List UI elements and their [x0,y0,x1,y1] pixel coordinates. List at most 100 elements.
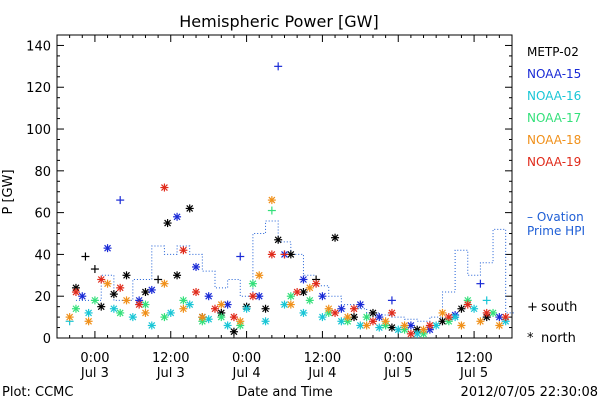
data-point-noaa-16-d2 [300,309,307,317]
y-tick-label: 40 [34,248,51,263]
data-point-noaa-19-d2 [483,309,491,317]
data-point-metp-02-d2 [262,305,269,313]
data-point-noaa-17 [90,296,99,305]
data-point-noaa-19 [444,313,453,322]
data-point-noaa-16 [337,317,346,326]
data-point-noaa-16-d2 [85,309,93,317]
data-point-noaa-16-d2 [470,305,478,313]
data-point-noaa-18-d2 [142,309,149,317]
data-point-noaa-17 [286,292,295,301]
data-point-noaa-19 [350,304,359,313]
data-point-metp-02 [122,271,131,280]
data-point-noaa-18 [400,321,409,330]
data-point-noaa-18-d2 [255,271,263,279]
data-point-noaa-18 [160,279,169,288]
y-axis-label: P [GW] [1,169,16,214]
data-point-noaa-16 [299,308,308,317]
data-point-noaa-16-d2 [394,326,402,334]
data-point-metp-02 [154,275,163,284]
data-point-noaa-15 [204,292,213,301]
data-point-noaa-18-d2 [217,301,225,308]
data-point-noaa-19-d2 [179,246,187,254]
data-point-metp-02 [331,233,340,242]
data-point-noaa-19-d2 [407,330,415,338]
x-axis-label: Date and Time [237,385,333,400]
data-point-noaa-19 [425,321,434,330]
data-point-noaa-19 [406,329,415,338]
data-point-noaa-19 [116,283,125,292]
data-point-metp-02-d2 [439,317,446,325]
data-point-noaa-17 [141,300,150,309]
data-point-noaa-16-d2 [281,301,288,308]
legend-entry: NOAA-16 [527,89,581,103]
data-point-noaa-19 [71,288,80,297]
data-point-noaa-18-d2 [439,309,446,317]
marker-legend-symbol: + [527,300,538,315]
data-point-noaa-18-d2 [495,322,503,329]
data-point-metp-02-d2 [331,234,339,242]
data-point-noaa-19-d2 [502,313,510,321]
data-point-noaa-15 [116,196,125,205]
data-point-metp-02-d2 [287,250,295,258]
data-point-noaa-19 [229,313,238,322]
data-point-noaa-16 [470,304,479,313]
data-point-noaa-17-d2 [142,301,149,308]
data-point-noaa-16 [482,296,491,305]
data-point-noaa-16-d2 [356,322,364,329]
data-point-noaa-19-d2 [211,305,219,313]
data-point-noaa-18-d2 [458,322,465,329]
data-point-noaa-19-d2 [388,309,396,317]
data-point-noaa-19-d2 [192,288,200,296]
data-point-metp-02-d2 [300,288,307,296]
data-point-noaa-16-d2 [186,301,194,308]
legend-entry: NOAA-15 [527,67,581,81]
data-point-noaa-19 [368,317,377,326]
data-point-noaa-19-d2 [97,276,105,283]
data-point-metp-02 [274,235,283,244]
x-tick-label-time: 12:00 [152,351,189,366]
data-point-noaa-18 [343,313,352,322]
data-point-noaa-16 [166,308,175,317]
data-point-noaa-17-d2 [116,309,124,317]
data-point-noaa-18-d2 [287,301,295,308]
data-point-metp-02 [387,323,396,332]
data-point-noaa-19-d2 [369,317,377,325]
y-tick-label: 80 [34,165,51,180]
data-point-noaa-15 [337,304,346,313]
data-point-metp-02-d2 [110,290,118,298]
data-point-metp-02 [90,265,99,274]
data-point-noaa-16-d2 [129,313,137,321]
legend-entry: NOAA-18 [527,133,581,147]
data-point-metp-02 [81,252,90,261]
data-point-noaa-16-d2 [167,309,175,317]
data-point-metp-02 [97,302,106,311]
data-point-noaa-19-d2 [350,305,358,313]
data-point-metp-02 [141,288,150,297]
legend-entry: METP-02 [527,45,579,59]
x-tick-label-date: Jul 3 [156,366,185,381]
x-tick-label-time: 0:00 [232,351,261,366]
data-point-noaa-17 [160,313,169,322]
data-point-noaa-19-d2 [312,280,320,288]
x-tick-label-time: 12:00 [304,351,341,366]
data-point-noaa-15 [147,285,156,294]
data-point-metp-02-d2 [173,271,181,279]
data-point-noaa-16-d2 [432,322,440,329]
data-point-noaa-17-d2 [72,305,80,313]
data-point-noaa-18-d2 [161,280,168,288]
data-point-noaa-18 [476,317,485,326]
data-point-metp-02 [109,290,118,299]
data-point-noaa-19 [387,308,396,317]
data-point-noaa-18-d2 [104,280,111,288]
data-point-noaa-18 [255,271,264,280]
data-point-metp-02 [173,271,182,280]
legend-ovation-line1: – Ovation [527,210,584,224]
data-point-noaa-17 [248,279,257,288]
data-point-noaa-16-d2 [148,322,156,329]
data-point-noaa-19-d2 [293,288,301,296]
data-point-noaa-19 [210,304,219,313]
data-point-noaa-18 [305,283,314,292]
data-point-noaa-16 [261,317,270,326]
